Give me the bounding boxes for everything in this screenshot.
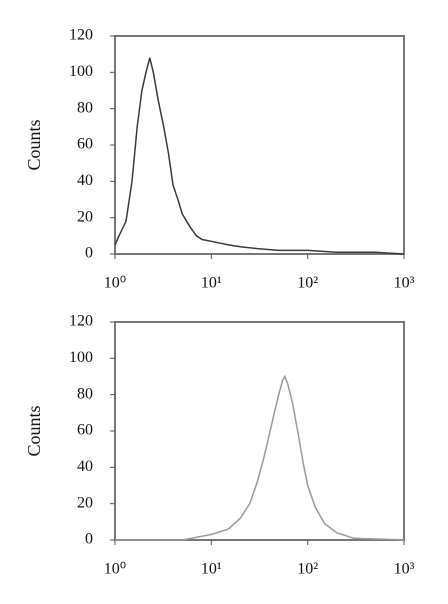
- y-tick-label: 0: [85, 245, 93, 262]
- y-tick-label: 80: [77, 99, 93, 116]
- y-axis-label: Counts: [24, 405, 44, 456]
- y-tick-label: 100: [69, 349, 93, 366]
- plot-frame: [114, 321, 405, 541]
- x-tick-label: 10²: [297, 275, 318, 292]
- x-tick-label: 10¹: [201, 275, 222, 292]
- y-tick-label: 120: [69, 27, 93, 44]
- x-tick-label: 10¹: [201, 561, 222, 578]
- y-tick-label: 0: [85, 531, 93, 548]
- x-tick-label: 10⁰: [104, 561, 126, 578]
- histogram-line: [114, 57, 405, 255]
- x-tick-label: 10³: [394, 561, 415, 578]
- y-tick-label: 120: [69, 313, 93, 330]
- y-tick-label: 20: [77, 208, 93, 225]
- y-tick-label: 40: [77, 458, 93, 475]
- histogram-line: [115, 374, 405, 541]
- y-tick-label: 60: [77, 422, 93, 439]
- x-tick-label: 10²: [297, 561, 318, 578]
- plot-frame: [114, 35, 405, 255]
- y-tick-label: 40: [77, 172, 93, 189]
- y-tick-label: 60: [77, 136, 93, 153]
- y-axis-label: Counts: [24, 119, 44, 170]
- y-tick-label: 100: [69, 63, 93, 80]
- x-tick-label: 10⁰: [104, 275, 126, 292]
- y-tick-label: 20: [77, 494, 93, 511]
- y-tick-label: 80: [77, 385, 93, 402]
- x-tick-label: 10³: [394, 275, 415, 292]
